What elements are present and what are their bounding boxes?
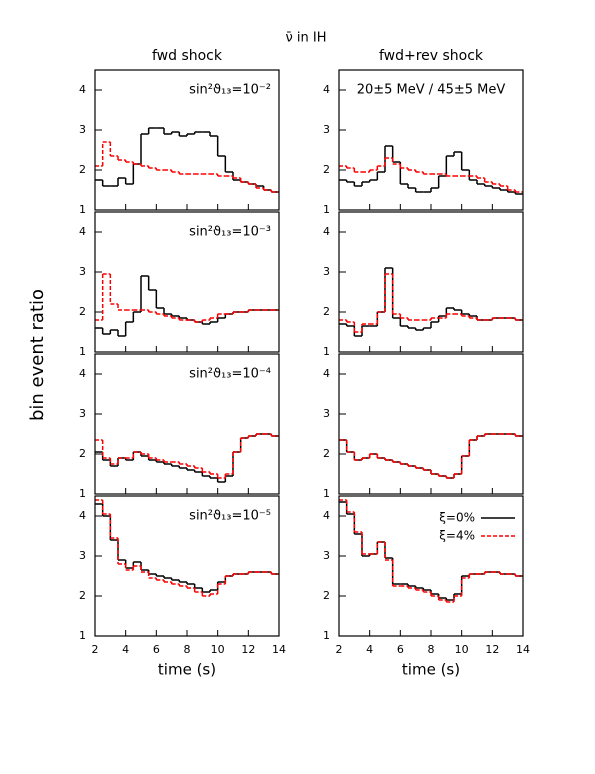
y-tick-label: 3 <box>79 407 86 420</box>
y-tick-label: 2 <box>79 163 86 176</box>
y-tick-label: 1 <box>323 629 330 642</box>
annotation: sin²ϑ₁₃=10⁻² <box>189 83 271 98</box>
x-tick-label: 14 <box>516 643 530 656</box>
y-tick-label: 1 <box>79 487 86 500</box>
x-tick-label: 6 <box>397 643 404 656</box>
x-tick-label: 8 <box>184 643 191 656</box>
x-tick-label: 2 <box>336 643 343 656</box>
x-axis-label: time (s) <box>402 661 460 679</box>
plot-frame <box>338 69 524 211</box>
y-tick-label: 4 <box>79 83 86 96</box>
legend-label: ξ=0% <box>439 511 475 525</box>
y-tick-label: 3 <box>323 549 330 562</box>
x-axis-label: time (s) <box>158 661 216 679</box>
y-axis-label: bin event ratio <box>27 289 48 421</box>
y-tick-label: 1 <box>79 203 86 216</box>
x-tick-label: 14 <box>272 643 286 656</box>
x-tick-label: 12 <box>241 643 255 656</box>
plot-frame <box>94 69 280 211</box>
y-tick-label: 1 <box>79 345 86 358</box>
y-tick-label: 1 <box>323 345 330 358</box>
plot-frame <box>338 353 524 495</box>
column-title: fwd shock <box>152 48 223 64</box>
x-tick-label: 8 <box>428 643 435 656</box>
x-tick-label: 10 <box>211 643 225 656</box>
y-tick-label: 1 <box>323 203 330 216</box>
y-tick-label: 2 <box>323 589 330 602</box>
plot-frame <box>94 495 280 637</box>
annotation: 20±5 MeV / 45±5 MeV <box>357 83 506 98</box>
y-tick-label: 1 <box>79 629 86 642</box>
x-tick-label: 6 <box>153 643 160 656</box>
y-tick-label: 2 <box>323 163 330 176</box>
y-tick-label: 4 <box>323 83 330 96</box>
y-tick-label: 4 <box>79 225 86 238</box>
y-tick-label: 3 <box>79 549 86 562</box>
y-tick-label: 3 <box>323 265 330 278</box>
y-tick-label: 2 <box>323 305 330 318</box>
y-tick-label: 4 <box>79 367 86 380</box>
x-tick-label: 2 <box>92 643 99 656</box>
y-tick-label: 4 <box>323 509 330 522</box>
y-tick-label: 2 <box>79 589 86 602</box>
y-tick-label: 4 <box>323 225 330 238</box>
y-tick-label: 1 <box>323 487 330 500</box>
x-tick-label: 12 <box>485 643 499 656</box>
plot-frame <box>94 211 280 353</box>
annotation: sin²ϑ₁₃=10⁻³ <box>189 225 271 240</box>
legend-label: ξ=4% <box>439 529 475 543</box>
column-title: fwd+rev shock <box>379 48 484 64</box>
figure-title: ν̄ in IH <box>286 31 327 46</box>
annotation: sin²ϑ₁₃=10⁻⁵ <box>189 509 271 524</box>
plot-frame <box>94 353 280 495</box>
y-tick-label: 3 <box>323 407 330 420</box>
plot-frame <box>338 211 524 353</box>
y-tick-label: 2 <box>323 447 330 460</box>
annotation: sin²ϑ₁₃=10⁻⁴ <box>189 367 271 382</box>
y-tick-label: 4 <box>79 509 86 522</box>
y-tick-label: 2 <box>79 305 86 318</box>
x-tick-label: 4 <box>122 643 129 656</box>
y-tick-label: 3 <box>79 123 86 136</box>
y-tick-label: 2 <box>79 447 86 460</box>
y-tick-label: 4 <box>323 367 330 380</box>
plot-frame <box>338 495 524 637</box>
y-tick-label: 3 <box>323 123 330 136</box>
x-tick-label: 10 <box>455 643 469 656</box>
y-tick-label: 3 <box>79 265 86 278</box>
x-tick-label: 4 <box>366 643 373 656</box>
